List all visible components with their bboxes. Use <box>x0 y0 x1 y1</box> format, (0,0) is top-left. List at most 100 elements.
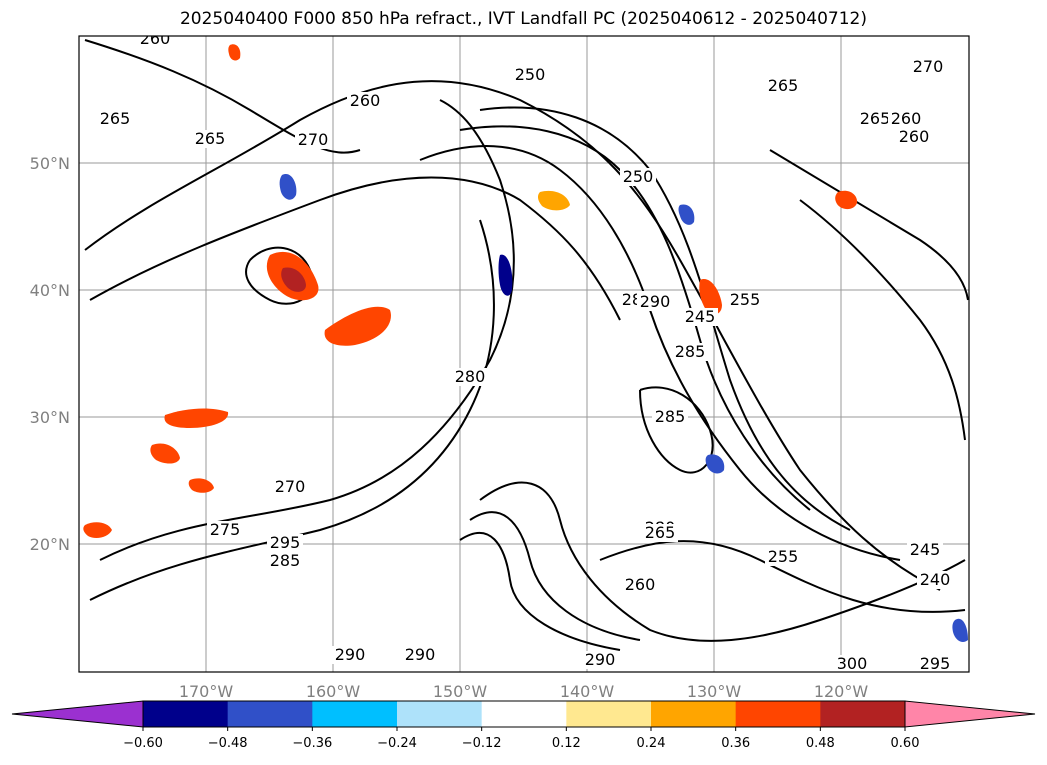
contour-line <box>479 106 851 531</box>
contour-label-bg <box>402 646 438 664</box>
contour-line <box>84 39 361 154</box>
contour-label-bg <box>652 408 688 426</box>
contour-label-bg <box>917 655 953 672</box>
colorbar-segment <box>566 701 652 727</box>
contour-label-bg <box>637 293 673 311</box>
contour-label-bg <box>192 130 228 148</box>
fill-patch-positive <box>164 408 229 428</box>
contour-label-bg <box>917 571 953 589</box>
fill-patch-positive <box>537 190 570 211</box>
colorbar-ticks: −0.60 −0.48 −0.36 −0.24 −0.12 0.12 0.24 0.36 0.4… <box>123 727 919 751</box>
contour-label-bg <box>137 36 173 48</box>
contour-lines <box>84 39 969 651</box>
contour-label: 260 <box>899 127 930 146</box>
contour-line <box>89 176 621 321</box>
fill-patch-negative <box>279 174 297 200</box>
colorbar-tick-label: 0.36 <box>721 736 750 751</box>
fill-patch-negative <box>498 254 513 296</box>
colorbar-tick-label: 0.24 <box>637 736 666 751</box>
contour-label: 245 <box>910 540 941 559</box>
contour-label: 270 <box>275 477 306 496</box>
contour-label-bg <box>347 92 383 110</box>
contour-label: 275 <box>210 520 241 539</box>
contour-label: 245 <box>685 307 716 326</box>
colorbar: −0.60 −0.48 −0.36 −0.24 −0.12 0.12 0.24 0.36 0.4… <box>11 700 1036 751</box>
contour-label: 265 <box>860 109 891 128</box>
map-panel: 2602652502602652702652652602602502702802… <box>78 29 970 673</box>
colorbar-extend-low <box>11 700 144 728</box>
colorbar-segment <box>397 701 483 727</box>
fill-patch-positive <box>281 267 306 292</box>
contour-label-bg <box>907 541 943 559</box>
contour-label-bg <box>295 131 331 149</box>
contour-label: 260 <box>625 575 656 594</box>
colorbar-segment <box>735 701 821 727</box>
contour-label: 260 <box>350 91 381 110</box>
contour-label-bg <box>267 534 303 552</box>
colorbar-extend-high <box>904 700 1036 728</box>
refractivity-fills <box>83 44 968 643</box>
contour-label: 265 <box>195 129 226 148</box>
contour-label: 260 <box>891 109 922 128</box>
contour-label-bg <box>682 308 718 326</box>
colorbar-tick-label: 0.12 <box>552 736 581 751</box>
colorbar-segment <box>651 701 737 727</box>
gridlines <box>79 36 969 672</box>
contour-label: 240 <box>920 570 951 589</box>
contour-label: 290 <box>335 645 366 664</box>
contour-label: 250 <box>515 65 546 84</box>
fill-patch-negative <box>678 204 695 225</box>
contour-line <box>459 125 811 511</box>
contour-label-bg <box>512 66 548 84</box>
lat-tick-label: 30°N <box>30 408 70 427</box>
colorbar-segment <box>820 701 906 727</box>
contour-label-bg <box>888 110 924 128</box>
contour-label: 265 <box>100 109 131 128</box>
contour-line <box>639 386 714 474</box>
contour-label-bg <box>452 368 488 386</box>
lon-tick-label: 120°W <box>814 682 869 701</box>
colorbar-tick-label: 0.48 <box>806 736 835 751</box>
contour-line <box>479 481 966 642</box>
contour-label: 300 <box>837 654 868 673</box>
fill-patch-positive <box>835 190 858 210</box>
contour-label: 255 <box>768 547 799 566</box>
contour-line <box>459 531 621 651</box>
contour-label-bg <box>672 343 708 361</box>
lon-tick-label: 170°W <box>179 682 234 701</box>
fill-patch-negative <box>952 618 968 643</box>
colorbar-segment <box>481 701 567 727</box>
contour-label: 295 <box>270 533 301 552</box>
lon-tick-label: 140°W <box>560 682 615 701</box>
lat-tick-label: 40°N <box>30 281 70 300</box>
fill-patch-positive <box>188 478 214 493</box>
contour-label: 260 <box>140 29 171 48</box>
contour-label: 285 <box>655 407 686 426</box>
contour-label: 250 <box>623 167 654 186</box>
map-frame <box>78 35 970 673</box>
contour-label: 285 <box>270 551 301 570</box>
fill-patch-positive <box>228 44 241 61</box>
colorbar-tick-label: −0.24 <box>377 736 417 751</box>
axis-labels: 50°N 40°N 30°N 20°N 170°W 160°W 150°W 140°W 130°… <box>30 154 869 701</box>
contour-label: 255 <box>730 290 761 309</box>
contour-label: 285 <box>675 342 706 361</box>
contour-line <box>469 511 641 641</box>
contour-label-bg <box>582 651 618 669</box>
contour-label: 270 <box>913 57 944 76</box>
colorbar-tick-label: 0.60 <box>891 736 920 751</box>
lon-tick-label: 150°W <box>433 682 488 701</box>
lat-tick-label: 20°N <box>30 535 70 554</box>
chart-title: 2025040400 F000 850 hPa refract., IVT La… <box>179 9 867 29</box>
lon-tick-label: 160°W <box>306 682 361 701</box>
contour-label: 290 <box>585 650 616 669</box>
contour-label-bg <box>97 110 133 128</box>
fill-patch-negative <box>705 454 725 474</box>
contour-line <box>99 99 515 561</box>
contour-label-bg <box>727 291 763 309</box>
contour-label-bg <box>620 168 656 186</box>
contour-label-bg <box>896 128 932 146</box>
colorbar-segment <box>312 701 398 727</box>
contour-label: 290 <box>405 645 436 664</box>
contour-label-bg <box>622 576 658 594</box>
